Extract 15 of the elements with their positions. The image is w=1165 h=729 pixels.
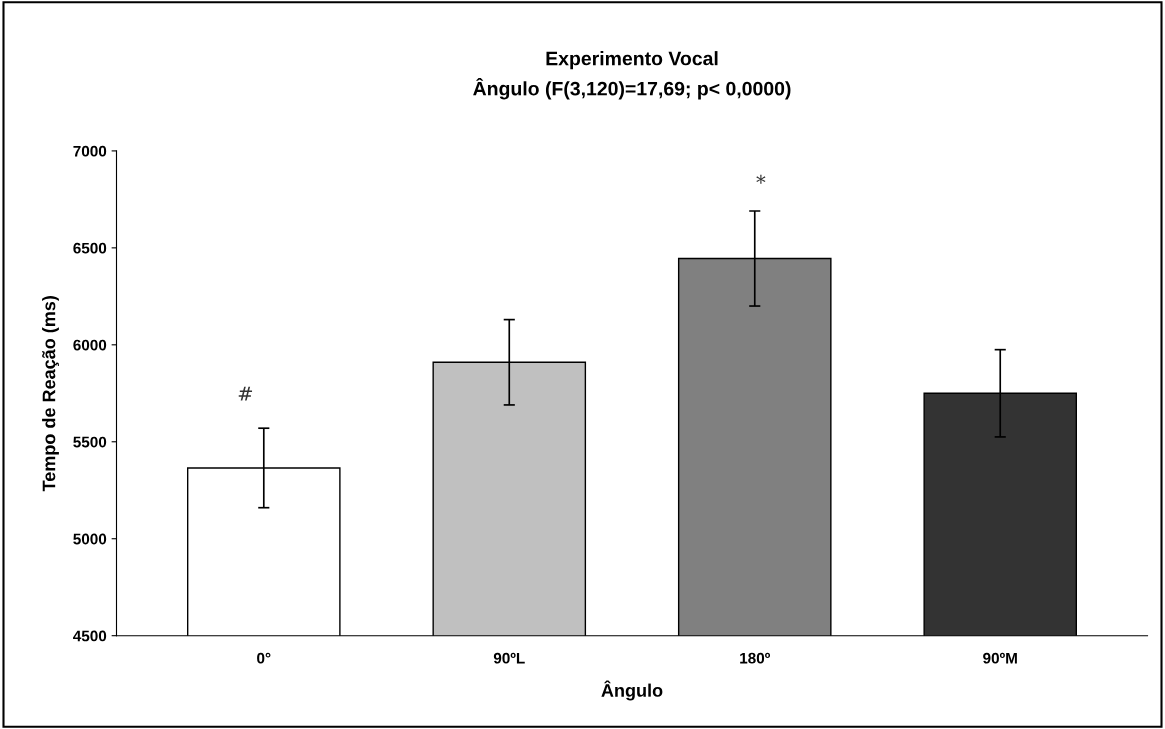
annotation: *	[756, 174, 766, 184]
y-tick-label: 5000	[73, 533, 107, 545]
x-tick-label: 0°	[257, 652, 271, 664]
chart-title: Experimento Vocal Ângulo (F(3,120)=17,69; p< 0,0000)	[473, 51, 791, 100]
y-axis-title: Tempo de Reação (ms)	[42, 296, 59, 492]
y-tick-label: 6000	[73, 339, 107, 351]
y-tick-label: 5500	[73, 436, 107, 448]
x-tick-label: 90ºM	[983, 652, 1017, 664]
x-axis-title: Ângulo	[601, 680, 663, 701]
y-tick-label: 4500	[73, 630, 107, 642]
x-tick-label: 90ºL	[493, 652, 525, 664]
annotation: #	[238, 386, 253, 401]
y-tick-label: 6500	[73, 242, 107, 254]
y-tick-label: 7000	[73, 145, 107, 157]
x-tick-label: 180º	[740, 652, 771, 664]
